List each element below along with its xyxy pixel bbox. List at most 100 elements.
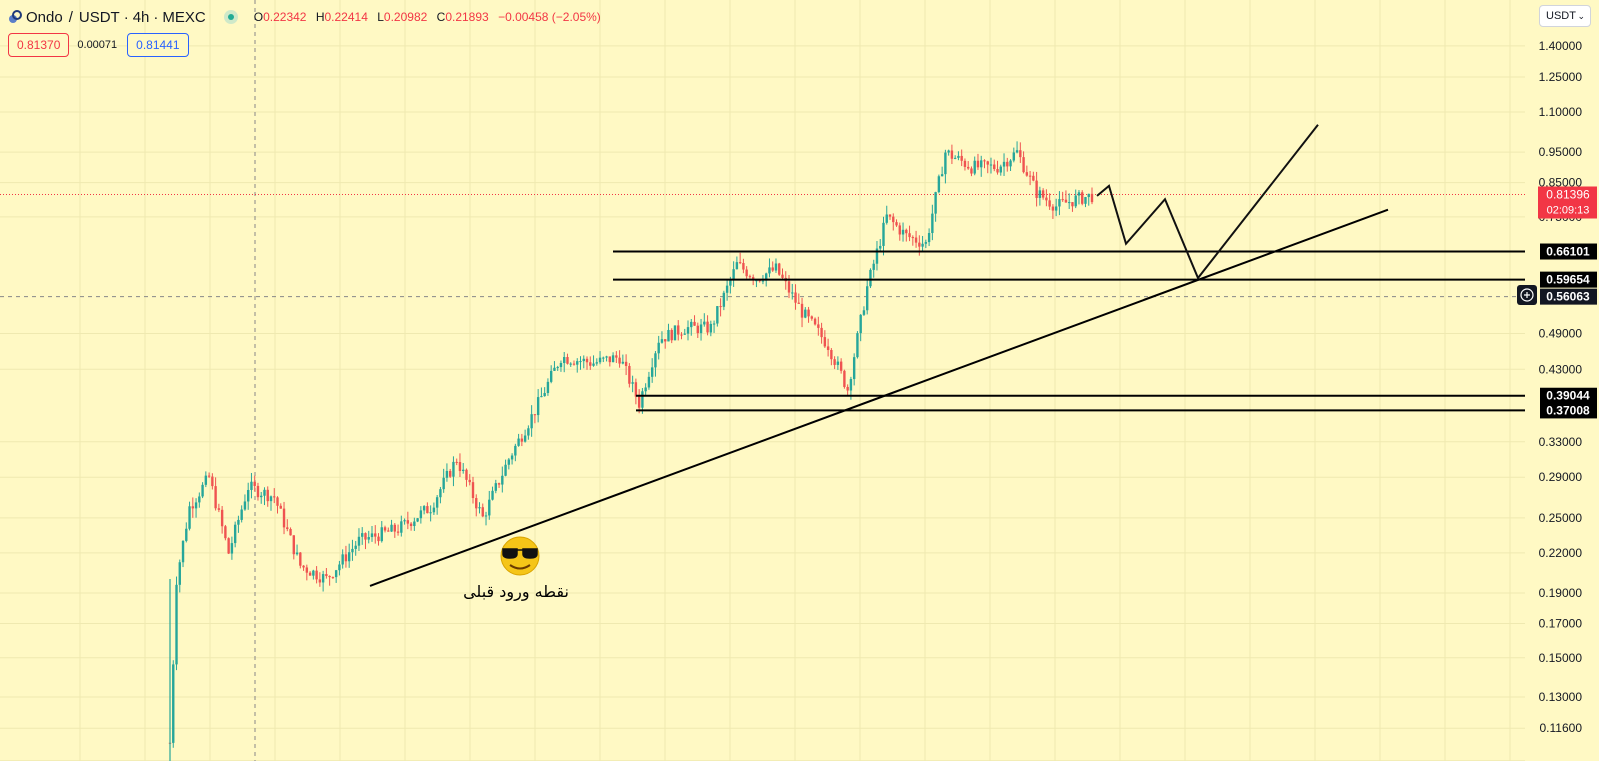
candle-body [605, 356, 608, 358]
candle-body [866, 286, 869, 311]
candle-body [282, 508, 286, 528]
dot-separator: · [123, 8, 129, 26]
candle-body [426, 506, 429, 514]
candle-body [631, 382, 634, 384]
candle-body [569, 363, 572, 365]
trendline[interactable] [369, 208, 1389, 587]
symbol-header: Ondo / USDT · 4h · MEXC O0.22342 H0.2241… [8, 6, 601, 28]
candle-body [1074, 195, 1077, 207]
candle-body [735, 262, 739, 270]
candle-body [514, 445, 517, 456]
buy-button[interactable]: 0.81441 [127, 33, 189, 57]
add-alert-icon[interactable] [1517, 285, 1537, 305]
candle-body [344, 554, 348, 562]
candle-body [250, 481, 253, 490]
candle-body [556, 367, 559, 369]
candle-body [585, 358, 589, 363]
candle-body [852, 357, 856, 380]
currency-select-value: USDT [1546, 10, 1576, 22]
candle-body [1087, 193, 1090, 198]
candle-body [364, 533, 367, 540]
ondo-logo-icon [9, 10, 22, 23]
price-tick-label: 0.15000 [1539, 651, 1583, 665]
candle-body [898, 225, 901, 235]
candle-body [680, 334, 683, 336]
candle-body [953, 157, 957, 159]
market-status-icon[interactable] [223, 10, 238, 24]
projection-path[interactable] [1096, 124, 1319, 281]
candle-body [504, 464, 507, 476]
candle-body [439, 489, 442, 498]
candle-body [292, 535, 296, 555]
candle-body [390, 524, 393, 532]
candle-body [289, 529, 292, 536]
candle-body [370, 533, 374, 538]
candle-body [872, 263, 875, 270]
candle-body [686, 327, 690, 334]
symbol-name[interactable]: Ondo [26, 8, 63, 26]
candle-body [628, 365, 631, 384]
countdown-label: 02:09:13 [1547, 204, 1590, 216]
candle-body [927, 233, 931, 243]
candle-body [361, 533, 364, 537]
candle-body [478, 507, 481, 509]
candle-body [579, 361, 582, 363]
candle-body [1045, 197, 1048, 201]
candle-body [510, 455, 514, 460]
candle-body [178, 562, 181, 585]
sell-button[interactable]: 0.81370 [8, 33, 70, 57]
candle-body [1041, 190, 1045, 198]
candle-body [455, 461, 458, 463]
candle-body [299, 552, 302, 566]
candle-body [800, 303, 804, 318]
candle-body [947, 150, 950, 153]
candle-body [725, 285, 729, 293]
close-label: C [436, 10, 446, 24]
candle-body [445, 470, 449, 478]
candle-body [429, 512, 432, 514]
candle-body [462, 469, 465, 472]
ohlc-values: O0.22342 H0.22414 L0.20982 C0.21893 −0.0… [248, 10, 601, 24]
candle-body [634, 382, 638, 397]
candle-body [497, 483, 501, 485]
candle-body [185, 528, 188, 541]
candle-body [393, 524, 396, 532]
symbol-separator: / [68, 8, 73, 26]
candle-body [246, 489, 250, 502]
candle-body [1009, 160, 1012, 167]
horizontal-levels[interactable] [613, 250, 1525, 412]
candle-body [452, 461, 455, 477]
candle-body [862, 310, 866, 315]
candle-body [188, 506, 191, 529]
candle-body [774, 263, 778, 271]
candle-body [553, 367, 556, 371]
candle-body [354, 545, 357, 549]
candle-body [279, 505, 282, 509]
candle-body [823, 337, 827, 347]
candle-body [416, 518, 419, 522]
candle-body [918, 242, 921, 247]
interval-label[interactable]: 4h [132, 8, 150, 26]
candle-body [856, 333, 859, 358]
candle-body [670, 329, 673, 341]
candle-body [624, 361, 628, 366]
candle-body [1038, 190, 1042, 198]
candle-body [406, 520, 410, 524]
candle-body [716, 306, 719, 324]
candle-body [315, 570, 318, 580]
open-label: O [253, 10, 264, 24]
candle-body [1012, 152, 1016, 161]
candle-body [654, 353, 657, 368]
price-tick-label: 0.13000 [1539, 690, 1583, 704]
currency-select[interactable]: USDT ⌄ [1539, 5, 1591, 27]
price-tick-label: 0.85000 [1539, 176, 1583, 190]
candle-body [833, 359, 836, 365]
candle-body [846, 386, 849, 391]
candle-body [220, 509, 224, 527]
candle-body [471, 482, 475, 499]
candle-body [377, 536, 380, 542]
candle-body [641, 391, 644, 408]
candle-body [709, 323, 713, 333]
level-price-label-box [1540, 387, 1597, 404]
